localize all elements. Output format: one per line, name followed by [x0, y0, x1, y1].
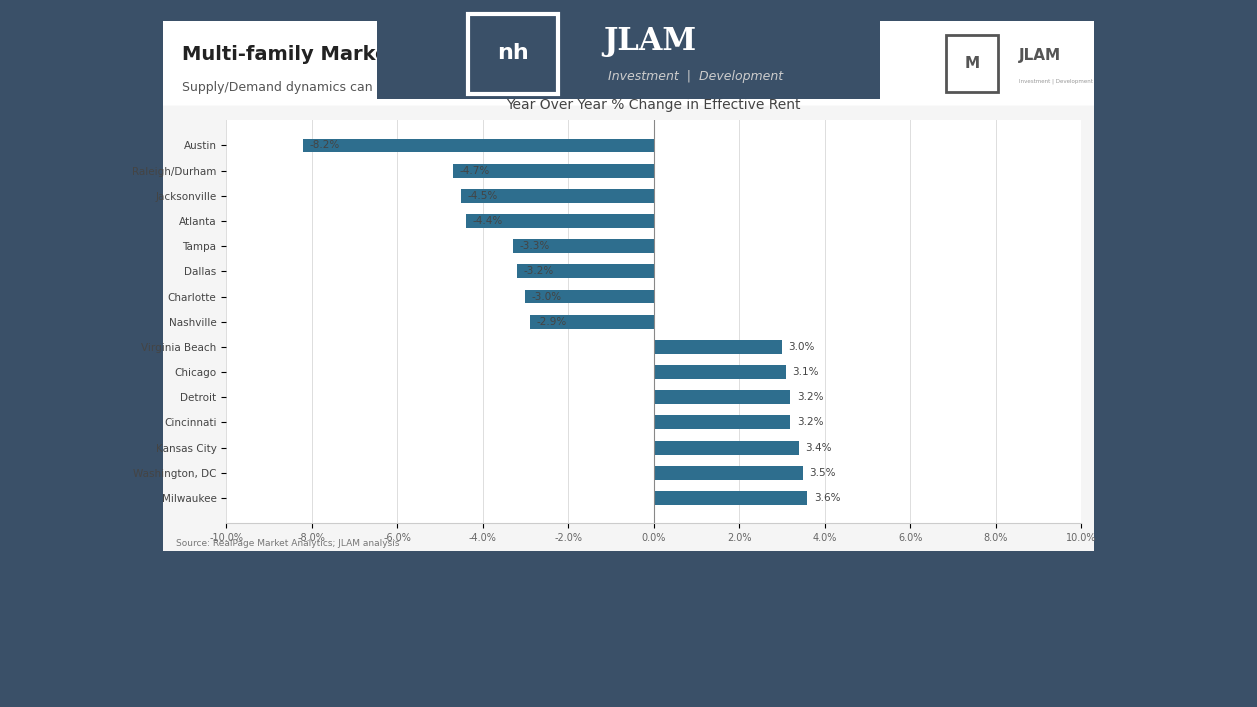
Text: 3.2%: 3.2%: [797, 392, 823, 402]
Text: -2.9%: -2.9%: [535, 317, 567, 327]
Text: Multi-family Market Rents: Multi-family Market Rents: [182, 45, 468, 64]
Bar: [453, 164, 654, 177]
Text: -3.2%: -3.2%: [523, 267, 553, 276]
Bar: [525, 290, 654, 303]
Bar: [654, 390, 791, 404]
Text: 3.0%: 3.0%: [788, 342, 815, 352]
Text: -3.3%: -3.3%: [519, 241, 549, 251]
Text: Supply/Demand dynamics can have significant impacts on rents.: Supply/Demand dynamics can have signific…: [182, 81, 590, 93]
Title: Year Over Year % Change in Effective Rent: Year Over Year % Change in Effective Ren…: [507, 98, 801, 112]
Text: Source: RealPage Market Analytics; JLAM analysis: Source: RealPage Market Analytics; JLAM …: [176, 539, 400, 548]
Bar: [465, 214, 654, 228]
Text: -4.5%: -4.5%: [468, 191, 498, 201]
Text: JLAM: JLAM: [1018, 47, 1061, 63]
Bar: [468, 13, 558, 94]
Bar: [517, 264, 654, 279]
Text: -8.2%: -8.2%: [309, 141, 339, 151]
Bar: [303, 139, 654, 152]
Text: Investment | Development: Investment | Development: [1018, 78, 1092, 84]
Text: M: M: [964, 56, 979, 71]
Bar: [654, 365, 786, 379]
Text: 3.5%: 3.5%: [810, 468, 836, 478]
Bar: [461, 189, 654, 203]
Bar: [654, 491, 807, 505]
Text: nh: nh: [497, 43, 529, 63]
Bar: [945, 35, 998, 92]
Bar: [513, 239, 654, 253]
Bar: [654, 440, 799, 455]
Text: Investment  |  Development: Investment | Development: [608, 69, 783, 83]
Text: 3.1%: 3.1%: [792, 367, 820, 377]
Bar: [654, 466, 803, 479]
Text: 3.6%: 3.6%: [813, 493, 841, 503]
Text: -4.7%: -4.7%: [459, 165, 489, 175]
Text: JLAM: JLAM: [603, 26, 696, 57]
Text: 3.2%: 3.2%: [797, 417, 823, 428]
Bar: [654, 340, 782, 354]
Bar: [529, 315, 654, 329]
Bar: [654, 416, 791, 429]
Text: 3.4%: 3.4%: [806, 443, 832, 452]
Text: -3.0%: -3.0%: [532, 291, 562, 301]
Text: -4.4%: -4.4%: [471, 216, 503, 226]
